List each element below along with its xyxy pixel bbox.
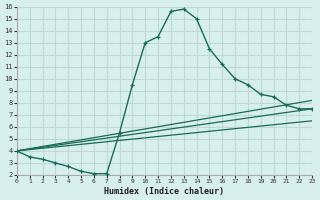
X-axis label: Humidex (Indice chaleur): Humidex (Indice chaleur): [104, 187, 224, 196]
